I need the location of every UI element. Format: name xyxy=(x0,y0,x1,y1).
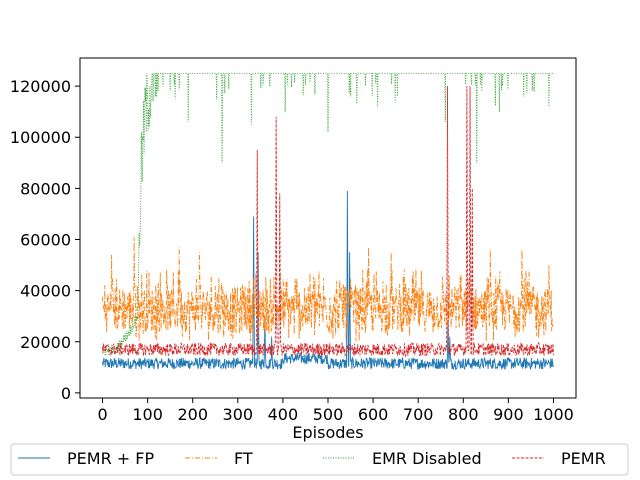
x-tick-label: 700 xyxy=(403,405,434,424)
legend-entry: EMR Disabled xyxy=(372,449,482,468)
x-tick-label: 1000 xyxy=(533,405,574,424)
y-tick-label: 120000 xyxy=(10,77,71,96)
y-tick-label: 40000 xyxy=(20,282,71,301)
legend: PEMR + FP FT EMR Disabled PEMR xyxy=(10,443,629,476)
legend-entry: PEMR + FP xyxy=(67,449,154,468)
y-tick-label: 0 xyxy=(61,384,71,403)
legend-entry: FT xyxy=(234,449,253,468)
x-tick-label: 200 xyxy=(177,405,208,424)
series-line xyxy=(102,86,554,358)
y-axis: 0 20000 40000 60000 80000 100000 120000 xyxy=(10,77,80,403)
x-tick-label: 600 xyxy=(358,405,389,424)
series-line xyxy=(102,236,554,342)
x-axis-label: Episodes xyxy=(292,423,363,442)
y-tick-label: 60000 xyxy=(20,231,71,250)
y-tick-label: 80000 xyxy=(20,179,71,198)
y-tick-label: 20000 xyxy=(20,333,71,352)
x-tick-label: 0 xyxy=(97,405,107,424)
x-tick-label: 500 xyxy=(313,405,344,424)
series-line xyxy=(102,72,554,358)
legend-entry: PEMR xyxy=(561,449,606,468)
legend-frame xyxy=(10,443,629,476)
series-line xyxy=(102,190,554,371)
x-tick-label: 800 xyxy=(448,405,479,424)
series-layer xyxy=(102,72,554,371)
x-tick-label: 100 xyxy=(132,405,163,424)
y-tick-label: 100000 xyxy=(10,128,71,147)
x-tick-label: 400 xyxy=(268,405,299,424)
x-axis: 0 100 200 300 400 500 600 700 800 900 1000 xyxy=(97,398,574,424)
x-tick-label: 900 xyxy=(493,405,524,424)
x-tick-label: 300 xyxy=(223,405,254,424)
